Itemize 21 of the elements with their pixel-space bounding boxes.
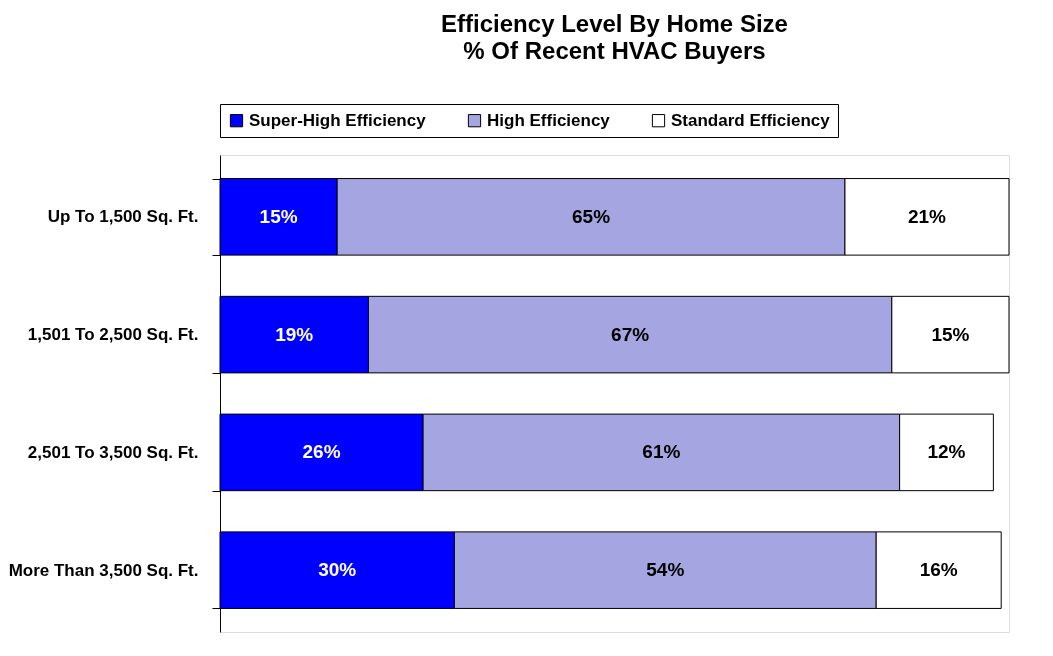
chart-title: Efficiency Level By Home Size (441, 9, 788, 37)
data-label: 21% (907, 205, 947, 227)
data-label: 54% (646, 559, 685, 581)
y-tick-label: Up To 1,500 Sq. Ft. (47, 207, 199, 227)
data-label: 12% (927, 441, 966, 463)
y-tick-label: 1,501 To 2,500 Sq. Ft. (27, 325, 199, 345)
data-label: 30% (318, 559, 357, 581)
chart-subtitle: % Of Recent HVAC Buyers (463, 36, 766, 64)
data-label: 15% (931, 323, 970, 345)
data-label: 15% (259, 205, 298, 227)
legend-label: Standard Efficiency (671, 110, 831, 130)
data-label: 26% (302, 441, 341, 463)
data-label: 16% (919, 559, 958, 581)
legend-label: High Efficiency (487, 110, 611, 130)
data-label: 19% (275, 323, 314, 345)
y-tick-label: More Than 3,500 Sq. Ft. (8, 560, 199, 580)
y-tick-label: 2,501 To 3,500 Sq. Ft. (27, 442, 199, 462)
data-label: 67% (611, 323, 650, 345)
legend-label: Super-High Efficiency (249, 110, 427, 130)
data-label: 65% (572, 205, 611, 227)
data-label: 61% (642, 441, 681, 463)
